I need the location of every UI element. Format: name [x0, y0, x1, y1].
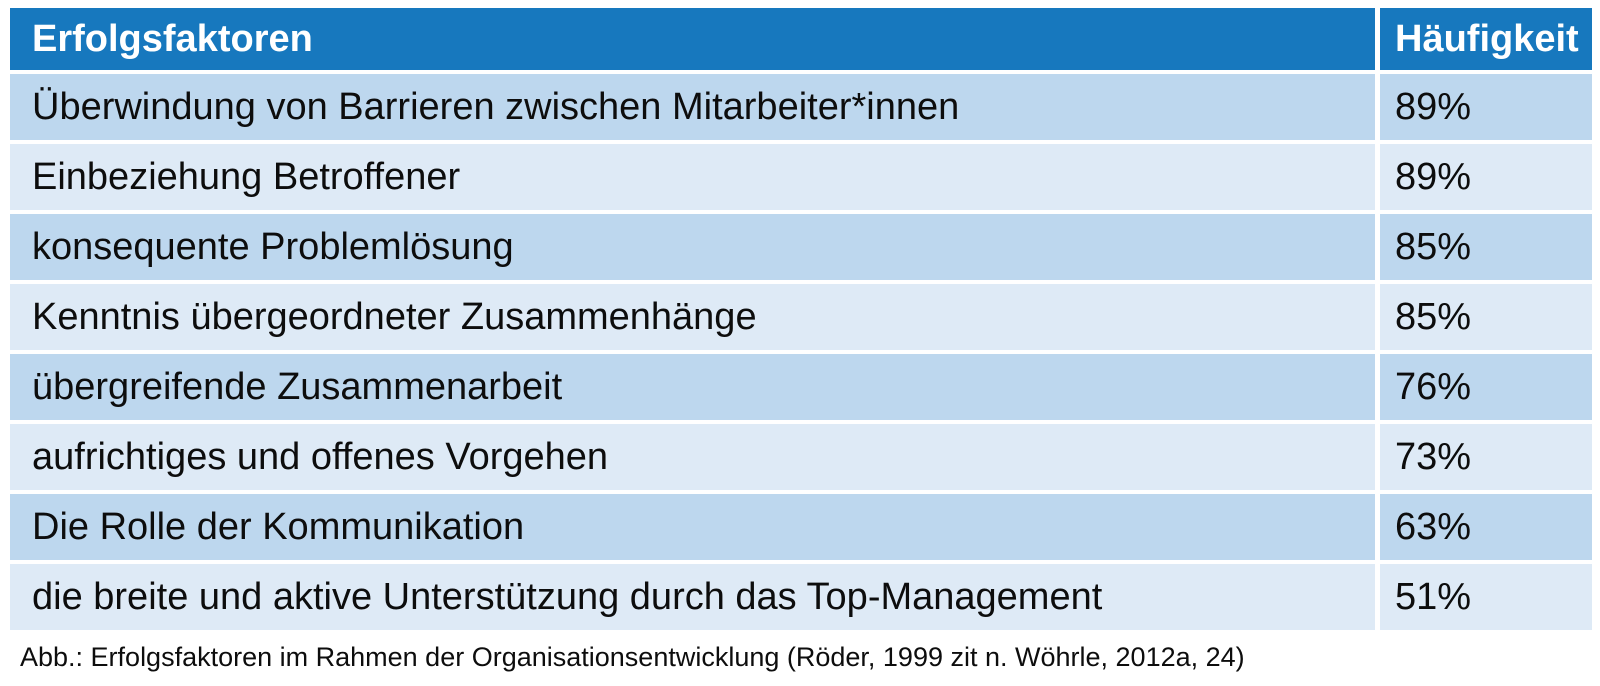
figure-caption: Abb.: Erfolgsfaktoren im Rahmen der Orga… — [20, 642, 1245, 672]
success-factors-table: Erfolgsfaktoren Häufigkeit Überwindung v… — [10, 8, 1592, 630]
table-row: aufrichtiges und offenes Vorgehen 73% — [10, 424, 1592, 490]
factor-cell: die breite und aktive Unterstützung durc… — [10, 564, 1375, 630]
table-row: die breite und aktive Unterstützung durc… — [10, 564, 1592, 630]
frequency-cell: 89% — [1380, 74, 1592, 140]
frequency-cell: 85% — [1380, 284, 1592, 350]
factor-cell: Einbeziehung Betroffener — [10, 144, 1375, 210]
frequency-cell: 76% — [1380, 354, 1592, 420]
table-row: konsequente Problemlösung 85% — [10, 214, 1592, 280]
table-row: Einbeziehung Betroffener 89% — [10, 144, 1592, 210]
table-row: Die Rolle der Kommunikation 63% — [10, 494, 1592, 560]
frequency-cell: 89% — [1380, 144, 1592, 210]
column-header-erfolgsfaktoren: Erfolgsfaktoren — [10, 8, 1375, 70]
column-header-haeufigkeit: Häufigkeit — [1380, 8, 1592, 70]
frequency-cell: 73% — [1380, 424, 1592, 490]
frequency-cell: 63% — [1380, 494, 1592, 560]
table-row: Kenntnis übergeordneter Zusammenhänge 85… — [10, 284, 1592, 350]
factor-cell: Die Rolle der Kommunikation — [10, 494, 1375, 560]
table-header-row: Erfolgsfaktoren Häufigkeit — [10, 8, 1592, 70]
factor-cell: Überwindung von Barrieren zwischen Mitar… — [10, 74, 1375, 140]
factor-cell: übergreifende Zusammenarbeit — [10, 354, 1375, 420]
factor-cell: konsequente Problemlösung — [10, 214, 1375, 280]
frequency-cell: 85% — [1380, 214, 1592, 280]
frequency-cell: 51% — [1380, 564, 1592, 630]
factor-cell: Kenntnis übergeordneter Zusammenhänge — [10, 284, 1375, 350]
table-row: Überwindung von Barrieren zwischen Mitar… — [10, 74, 1592, 140]
factor-cell: aufrichtiges und offenes Vorgehen — [10, 424, 1375, 490]
table-row: übergreifende Zusammenarbeit 76% — [10, 354, 1592, 420]
